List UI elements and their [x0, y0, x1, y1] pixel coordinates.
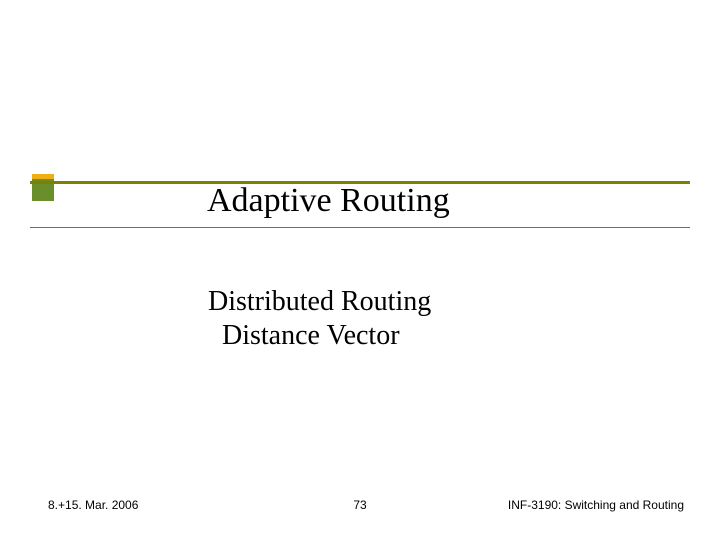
subtitle-line-1: Distributed Routing — [208, 286, 431, 318]
subtitle-line-2: Distance Vector — [222, 320, 400, 352]
accent-block — [30, 172, 58, 200]
footer-course: INF-3190: Switching and Routing — [508, 498, 684, 512]
slide-title: Adaptive Routing — [207, 182, 450, 220]
slide: Adaptive Routing Distributed Routing Dis… — [0, 0, 720, 540]
title-rule-thin — [30, 227, 690, 228]
